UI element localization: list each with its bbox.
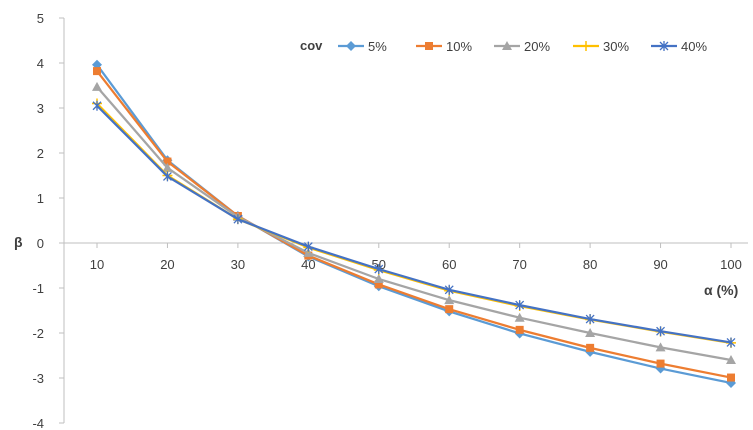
- data-point: [726, 337, 736, 348]
- data-point: [514, 312, 525, 322]
- series-line: [96, 86, 732, 362]
- data-point: [586, 343, 595, 352]
- legend-swatch-marker: [581, 41, 591, 51]
- x-tick-label: 70: [512, 257, 526, 272]
- data-point: [656, 326, 666, 337]
- legend-swatch-marker: [502, 41, 512, 50]
- legend-title: cov: [300, 38, 323, 53]
- data-point: [444, 284, 454, 295]
- x-tick-label: 20: [160, 257, 174, 272]
- x-tick-label: 100: [720, 257, 742, 272]
- y-tick-label: 5: [37, 11, 44, 26]
- series-line: [96, 104, 732, 344]
- series-5: [92, 100, 736, 348]
- data-point: [92, 100, 102, 111]
- legend-entry: 20%: [494, 39, 550, 54]
- data-point: [515, 300, 525, 311]
- y-axis-title: β: [14, 234, 23, 250]
- series-3: [92, 81, 736, 364]
- data-point: [162, 162, 173, 172]
- data-point: [163, 157, 172, 166]
- x-tick-label: 90: [653, 257, 667, 272]
- data-point: [233, 214, 243, 225]
- data-point: [373, 274, 384, 283]
- series-1: [92, 59, 736, 388]
- data-point: [93, 67, 101, 76]
- x-tick-label: 30: [231, 257, 245, 272]
- legend-label: 30%: [603, 39, 629, 54]
- data-point: [727, 373, 735, 382]
- legend-entry: 30%: [573, 39, 629, 54]
- series-line: [96, 70, 732, 379]
- series-layer: [92, 59, 736, 388]
- data-point: [585, 314, 595, 325]
- legend-entry: 10%: [416, 39, 472, 54]
- y-tick-label: -4: [32, 416, 44, 430]
- data-point: [444, 295, 455, 305]
- legend-swatch-marker: [346, 41, 356, 51]
- y-tick-label: 1: [37, 191, 44, 206]
- series-line: [96, 102, 732, 345]
- y-tick-label: -2: [32, 326, 44, 341]
- legend-label: 10%: [446, 39, 472, 54]
- data-point: [374, 264, 384, 275]
- data-point: [585, 328, 596, 337]
- data-point: [655, 342, 666, 352]
- y-tick-label: 4: [37, 56, 44, 71]
- x-tick-label: 80: [583, 257, 597, 272]
- y-tick-label: -1: [32, 281, 44, 296]
- x-tick-label: 60: [442, 257, 456, 272]
- x-axis-title: α (%): [704, 282, 738, 298]
- data-point: [303, 241, 313, 252]
- data-point: [515, 325, 524, 334]
- y-tick-label: 3: [37, 101, 44, 116]
- data-point: [162, 171, 172, 182]
- data-point: [374, 280, 383, 289]
- data-point: [656, 359, 665, 368]
- legend-swatch-marker: [659, 41, 669, 51]
- legend-entry: 5%: [338, 39, 387, 54]
- data-point: [445, 305, 454, 314]
- legend-label: 40%: [681, 39, 707, 54]
- x-tick-label: 10: [90, 257, 104, 272]
- data-point: [92, 81, 102, 91]
- legend: cov 5% 10% 20% 30% 40%: [300, 38, 707, 54]
- y-tick-label: 0: [37, 236, 44, 251]
- legend-swatch-marker: [425, 42, 433, 50]
- series-2: [93, 67, 735, 382]
- legend-entry: 40%: [651, 39, 707, 54]
- legend-label: 5%: [368, 39, 387, 54]
- x-tick-label: 40: [301, 257, 315, 272]
- y-tick-label: 2: [37, 146, 44, 161]
- y-tick-label: -3: [32, 371, 44, 386]
- series-line: [96, 64, 732, 385]
- legend-label: 20%: [524, 39, 550, 54]
- series-4: [92, 98, 736, 348]
- data-point: [726, 355, 736, 364]
